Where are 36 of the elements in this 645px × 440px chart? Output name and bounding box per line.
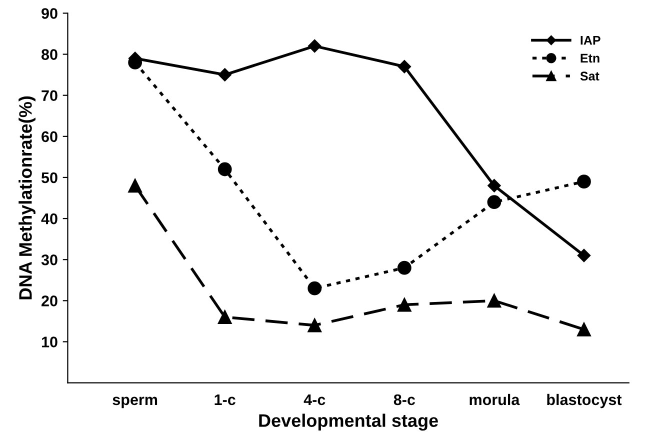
- y-axis-title: DNA Methylationrate(%): [18, 96, 36, 300]
- legend-label: Sat: [580, 72, 600, 81]
- x-tick-label: 4-c: [304, 394, 326, 406]
- y-tick-label: 80: [41, 49, 58, 60]
- point: [398, 60, 412, 74]
- point: [218, 162, 232, 176]
- point: [128, 178, 142, 193]
- point: [397, 298, 412, 312]
- y-tick-label: 20: [42, 296, 58, 306]
- y-tick-label: 70: [42, 90, 58, 102]
- y-tick-label: 60: [42, 131, 58, 142]
- point: [218, 310, 232, 324]
- y-tick-label: 90: [42, 8, 58, 19]
- y-tick-label: 30: [41, 254, 58, 266]
- point: [218, 68, 232, 82]
- x-axis-title: Developmental stage: [259, 414, 438, 431]
- point: [308, 281, 322, 296]
- point: [397, 260, 412, 275]
- point: [487, 294, 502, 308]
- legend-label: IAP: [580, 36, 600, 45]
- x-tick-label: blastocyst: [547, 394, 622, 408]
- y-tick-label: 40: [41, 213, 58, 224]
- x-tick-label: sperm: [112, 396, 158, 408]
- y-tick-label: 50: [41, 172, 58, 184]
- point: [577, 322, 591, 336]
- point: [487, 195, 502, 210]
- x-tick-label: 1-c: [214, 394, 236, 406]
- point: [308, 318, 322, 332]
- point: [577, 248, 591, 262]
- y-tick-label: 10: [42, 336, 58, 348]
- point: [577, 174, 591, 189]
- x-tick-label: 8-c: [394, 394, 416, 406]
- legend-label: Etn: [580, 54, 600, 63]
- point: [308, 39, 322, 53]
- point: [488, 179, 501, 192]
- x-tick-label: morula: [470, 394, 520, 406]
